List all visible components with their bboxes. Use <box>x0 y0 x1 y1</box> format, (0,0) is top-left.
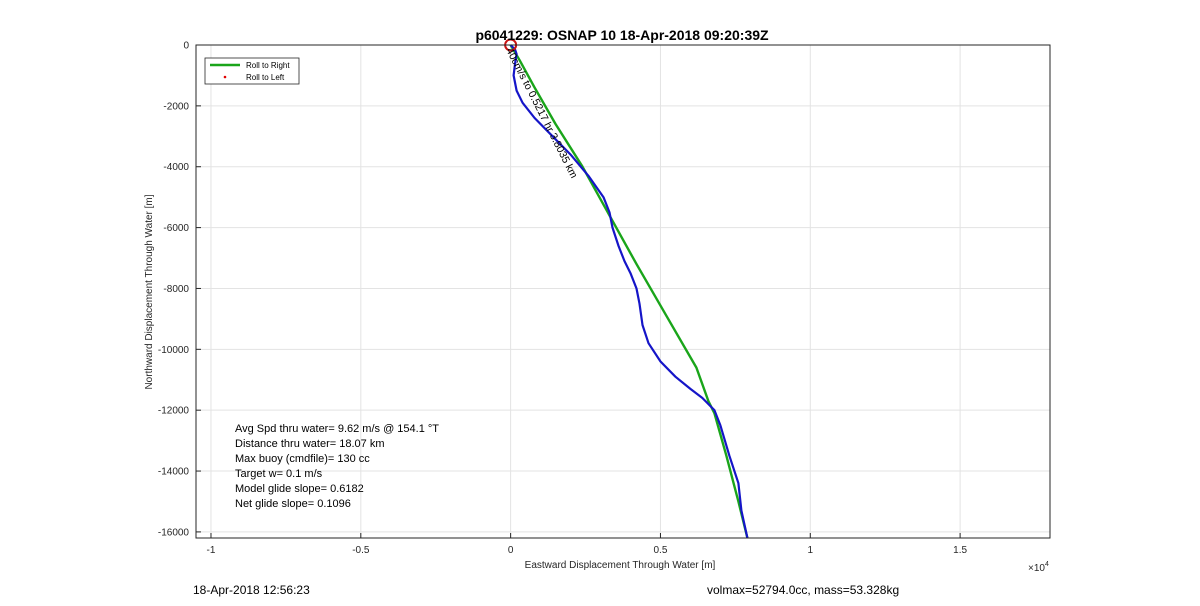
x-tick-label: 1 <box>807 545 813 556</box>
x-axis-label: Eastward Displacement Through Water [m] <box>525 560 716 571</box>
stat-distance: Distance thru water= 18.07 km <box>235 438 385 450</box>
y-tick-label: 0 <box>183 41 189 52</box>
y-tick-label: -12000 <box>158 406 190 417</box>
plot-background <box>196 45 1050 538</box>
chart-title: p6041229: OSNAP 10 18-Apr-2018 09:20:39Z <box>475 27 769 43</box>
legend: Roll to Right Roll to Left <box>204 57 300 85</box>
legend-box <box>204 57 300 85</box>
plot-frame <box>195 44 1051 539</box>
stat-target-w: Target w= 0.1 m/s <box>235 468 323 480</box>
series-line-blue <box>509 44 749 539</box>
y-tick-label: -14000 <box>158 467 190 478</box>
y-tick-label: -10000 <box>158 345 190 356</box>
legend-label-roll-left: Roll to Left <box>246 73 285 82</box>
grid <box>196 44 1050 538</box>
y-tick-label: -6000 <box>163 223 189 234</box>
y-tick-label: -8000 <box>163 284 189 295</box>
legend-label-roll-right: Roll to Right <box>246 61 290 70</box>
stats-annotations: Avg Spd thru water= 9.62 m/s @ 154.1 °T … <box>235 423 439 510</box>
y-tick-label: -2000 <box>163 101 189 112</box>
x-exponent-label: ×104 <box>1028 561 1049 574</box>
x-tick-label: -1 <box>207 545 216 556</box>
x-tick-label: 0.5 <box>654 545 668 556</box>
footer-timestamp: 18-Apr-2018 12:56:23 <box>193 583 310 597</box>
series-line-green <box>509 44 749 539</box>
x-tick-label: -0.5 <box>352 545 370 556</box>
y-axis-label: Northward Displacement Through Water [m] <box>144 194 155 389</box>
legend-swatch-roll-left <box>223 75 227 79</box>
stat-avg-speed: Avg Spd thru water= 9.62 m/s @ 154.1 °T <box>235 423 439 435</box>
stat-max-buoy: Max buoy (cmdfile)= 130 cc <box>235 453 370 465</box>
stat-model-glide: Model glide slope= 0.6182 <box>235 483 364 495</box>
y-tick-label: -16000 <box>158 527 190 538</box>
stat-net-glide: Net glide slope= 0.1096 <box>235 498 351 510</box>
y-tick-label: -4000 <box>163 162 189 173</box>
x-tick-label: 1.5 <box>953 545 967 556</box>
footer-volmax-mass: volmax=52794.0cc, mass=53.328kg <box>707 583 900 597</box>
x-tick-label: 0 <box>508 545 514 556</box>
ticks-group: -1 -0.5 0 0.5 1 1.5 0 -2000 -4000 -6000 -8000 -1000… <box>158 41 968 557</box>
